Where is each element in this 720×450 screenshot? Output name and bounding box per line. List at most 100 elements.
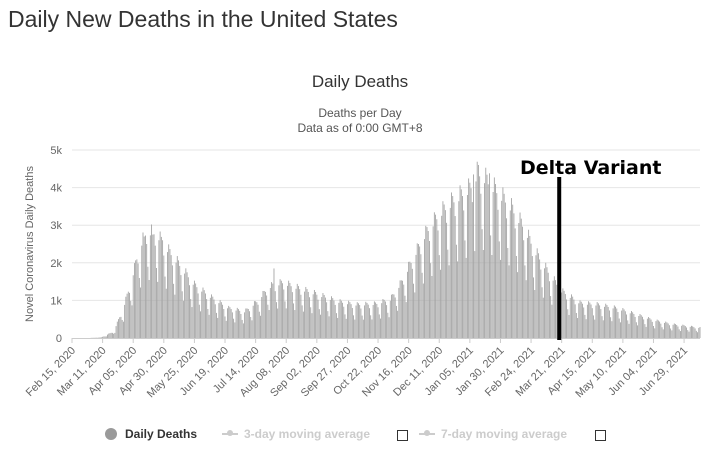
- bar: [180, 275, 182, 338]
- bar: [306, 289, 308, 338]
- checkbox-3-day-average[interactable]: [397, 430, 408, 441]
- bar: [323, 294, 325, 338]
- bar: [260, 315, 261, 338]
- bar: [211, 294, 212, 338]
- bar: [258, 311, 260, 338]
- bar: [321, 297, 323, 338]
- bar: [118, 319, 119, 338]
- bar: [690, 325, 692, 338]
- bar: [533, 277, 534, 338]
- bar: [522, 226, 523, 338]
- bar: [375, 302, 377, 338]
- bar: [389, 300, 391, 338]
- bar: [517, 272, 519, 338]
- bar: [148, 280, 150, 338]
- bar: [667, 323, 669, 338]
- bar: [501, 200, 503, 338]
- bar: [392, 294, 394, 338]
- bar: [429, 240, 430, 338]
- bar: [403, 284, 405, 338]
- y-tick-label: 1k: [50, 295, 62, 307]
- bar: [192, 284, 194, 338]
- bar: [588, 301, 590, 338]
- bar: [391, 294, 392, 338]
- bar: [437, 230, 439, 338]
- bar: [313, 289, 315, 338]
- bar: [99, 337, 101, 338]
- bar: [327, 311, 329, 338]
- bar: [202, 287, 204, 338]
- legend-item-3-day-average[interactable]: 3-day moving average: [222, 427, 370, 441]
- bar: [459, 185, 461, 338]
- bar: [272, 283, 274, 338]
- bar: [255, 301, 257, 338]
- bar: [515, 255, 517, 338]
- bar: [639, 314, 641, 338]
- bar: [104, 336, 106, 338]
- bar: [684, 326, 686, 338]
- bar: [623, 309, 625, 338]
- bar: [615, 306, 616, 338]
- bar: [453, 202, 455, 338]
- bar: [397, 310, 399, 338]
- bar: [145, 235, 146, 338]
- bar: [420, 254, 422, 338]
- bar: [595, 305, 597, 338]
- bar: [201, 291, 203, 338]
- bar: [242, 323, 244, 338]
- bar: [694, 328, 696, 338]
- bar: [190, 298, 192, 338]
- bar: [668, 325, 670, 338]
- bar: [200, 311, 201, 338]
- bar: [268, 310, 270, 338]
- bar: [578, 303, 580, 338]
- bar: [642, 316, 643, 338]
- bar: [520, 218, 522, 338]
- bar: [470, 188, 472, 338]
- bar: [142, 232, 144, 338]
- legend-label: 3-day moving average: [244, 427, 371, 441]
- bar: [404, 295, 406, 338]
- bar: [367, 304, 369, 338]
- bar: [547, 272, 549, 338]
- bar: [181, 291, 183, 338]
- bar: [503, 193, 505, 338]
- bar: [633, 314, 635, 338]
- legend-item-daily-deaths[interactable]: Daily Deaths: [105, 427, 197, 441]
- bar: [116, 321, 118, 338]
- bar: [263, 290, 265, 338]
- bar: [430, 263, 432, 338]
- bar: [164, 276, 166, 338]
- bar: [179, 265, 181, 338]
- checkbox-7-day-average[interactable]: [595, 430, 606, 441]
- y-axis-ticks: 0 1k 2k 3k 4k 5k: [50, 145, 62, 345]
- bar: [435, 214, 437, 338]
- bar: [273, 268, 275, 338]
- bar: [108, 333, 110, 338]
- bar: [666, 322, 668, 338]
- bar: [425, 225, 427, 338]
- bar: [681, 325, 683, 338]
- bar: [318, 309, 320, 338]
- bar: [556, 284, 558, 338]
- bar: [631, 311, 632, 338]
- legend-item-7-day-average[interactable]: 7-day moving average: [419, 427, 567, 441]
- bar: [131, 305, 133, 338]
- bar: [329, 299, 331, 338]
- bar: [153, 234, 155, 338]
- bar: [138, 277, 140, 338]
- bar: [299, 289, 301, 338]
- bar: [489, 173, 490, 338]
- bar: [591, 308, 593, 338]
- bar: [355, 305, 357, 338]
- bar: [152, 234, 154, 338]
- bar: [220, 302, 222, 338]
- bar: [534, 289, 536, 338]
- bar: [147, 266, 149, 338]
- bar: [256, 302, 258, 338]
- bar: [235, 310, 237, 338]
- bar: [575, 312, 577, 338]
- bar: [264, 291, 266, 338]
- legend-label: Daily Deaths: [125, 427, 198, 441]
- bar: [133, 263, 135, 338]
